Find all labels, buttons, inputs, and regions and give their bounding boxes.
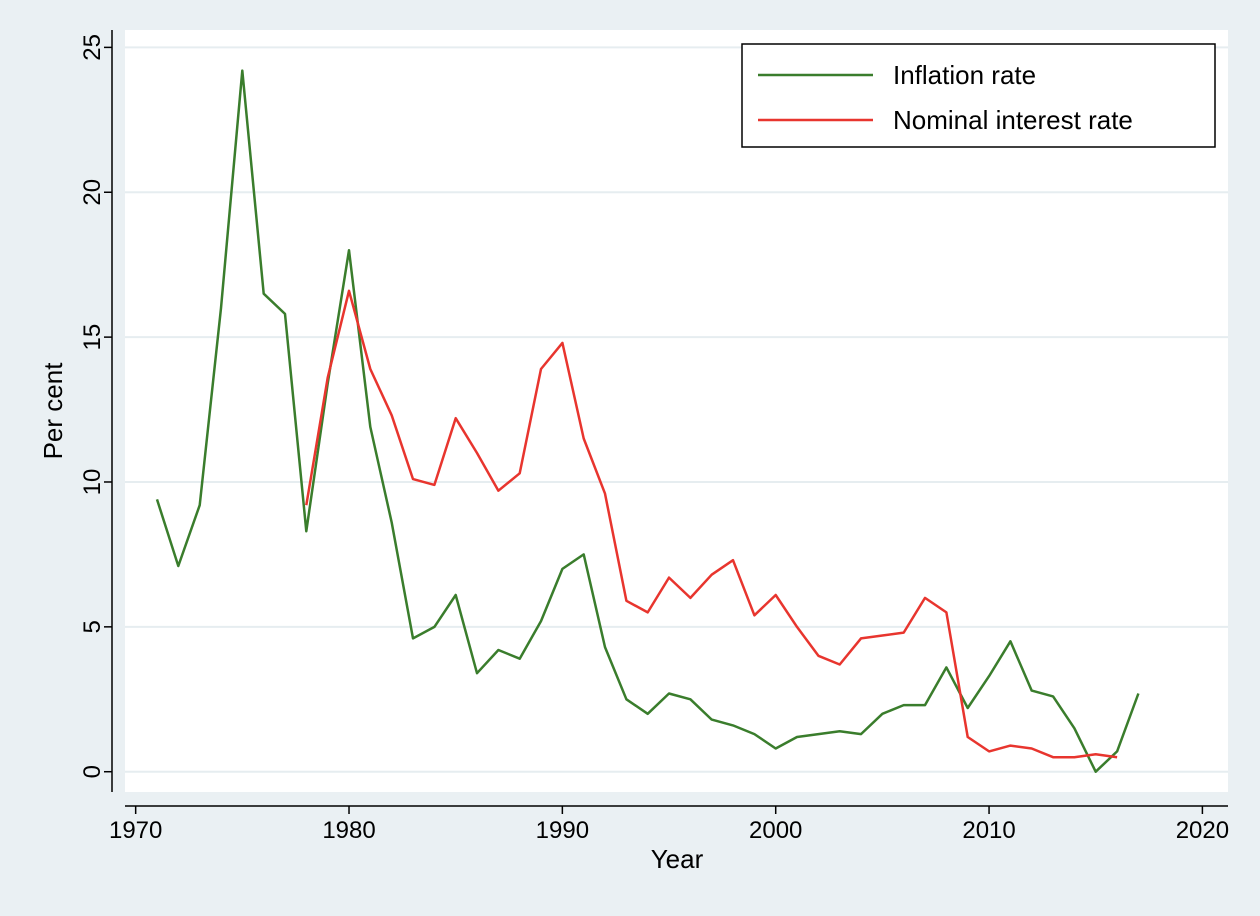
series-lines (155, 69, 1140, 773)
x-tick-label: 2010 (962, 817, 1015, 844)
x-tick-label: 2000 (749, 817, 802, 844)
legend-label-interest: Nominal interest rate (893, 105, 1133, 135)
legend-label-inflation: Inflation rate (893, 60, 1036, 90)
x-tick-label: 2020 (1176, 817, 1229, 844)
y-axis-title: Per cent (38, 362, 68, 460)
legend-box (741, 43, 1216, 148)
y-tick-label: 25 (79, 34, 106, 61)
y-tick-label: 10 (79, 469, 106, 496)
plot-area (125, 30, 1228, 792)
legend: Inflation rate Nominal interest rate (741, 43, 1216, 148)
y-axis-ticks: 0 5 10 15 20 25 (79, 34, 112, 778)
x-axis-ticks: 1970 1980 1990 2000 2010 2020 (109, 806, 1229, 844)
y-tick-label: 15 (79, 324, 106, 351)
x-axis-title: Year (651, 844, 704, 874)
x-tick-label: 1990 (536, 817, 589, 844)
x-tick-label: 1970 (109, 817, 162, 844)
y-tick-label: 20 (79, 179, 106, 206)
y-tick-label: 5 (79, 620, 106, 633)
y-tick-label: 0 (79, 765, 106, 778)
x-tick-label: 1980 (322, 817, 375, 844)
